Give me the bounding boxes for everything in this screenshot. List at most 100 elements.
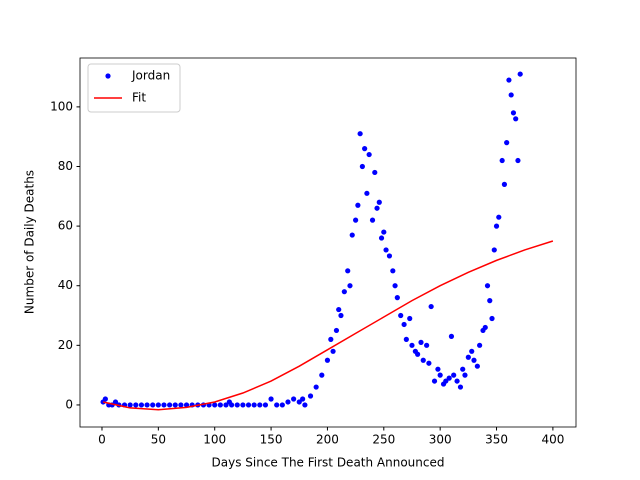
data-point — [328, 336, 334, 342]
data-point — [469, 348, 475, 354]
data-point — [454, 378, 460, 384]
data-point — [435, 366, 441, 372]
data-point — [451, 372, 457, 378]
data-point — [424, 342, 430, 348]
data-point — [376, 199, 382, 205]
data-point — [484, 283, 491, 289]
data-point — [102, 396, 108, 402]
data-point — [112, 399, 119, 405]
data-point — [364, 190, 370, 196]
legend-marker — [105, 73, 111, 79]
legend-label: Jordan — [131, 69, 170, 83]
data-point — [477, 342, 483, 348]
x-tick-label: 100 — [203, 433, 226, 447]
data-point — [313, 384, 319, 390]
data-point — [285, 399, 291, 405]
data-point — [234, 402, 240, 408]
data-point — [268, 396, 274, 402]
x-tick-label: 150 — [260, 433, 283, 447]
data-point — [345, 268, 351, 274]
data-point — [245, 402, 252, 408]
data-point — [415, 351, 421, 357]
data-point — [462, 372, 468, 378]
data-point — [362, 146, 368, 152]
data-point — [353, 217, 359, 223]
data-point — [374, 205, 380, 211]
data-point — [504, 140, 510, 146]
data-point — [172, 402, 178, 408]
data-point — [240, 402, 246, 408]
y-tick-label: 60 — [58, 219, 73, 233]
data-point — [307, 393, 314, 399]
data-point — [296, 399, 302, 405]
data-point — [381, 229, 387, 235]
data-point — [274, 402, 280, 408]
data-point — [167, 402, 173, 408]
data-point — [251, 402, 257, 408]
data-point — [359, 163, 365, 170]
data-point — [437, 372, 443, 378]
data-point — [517, 71, 523, 77]
y-tick-label: 100 — [50, 99, 73, 113]
y-axis-label: Number of Daily Deaths — [23, 170, 37, 314]
y-tick-label: 40 — [58, 278, 73, 292]
data-point — [217, 402, 223, 408]
data-point — [428, 303, 434, 310]
data-point — [369, 217, 376, 223]
data-point — [401, 321, 407, 328]
data-point — [513, 116, 519, 122]
x-tick-label: 250 — [372, 433, 395, 447]
x-tick-label: 50 — [151, 433, 166, 447]
data-point — [431, 378, 438, 384]
data-point — [378, 235, 385, 241]
data-point — [482, 324, 488, 331]
data-point — [493, 223, 500, 229]
data-point — [262, 402, 269, 408]
data-point — [515, 157, 521, 164]
y-tick-label: 80 — [58, 159, 73, 173]
data-point — [508, 92, 514, 98]
data-point — [223, 402, 229, 408]
data-point — [257, 402, 263, 408]
plot-frame — [79, 57, 577, 428]
data-point — [506, 77, 512, 83]
x-axis-label: Days Since The First Death Announced — [212, 456, 445, 470]
data-point — [420, 357, 426, 363]
data-point — [336, 306, 342, 313]
y-tick-label: 0 — [65, 397, 73, 411]
data-point — [487, 298, 493, 304]
data-point — [460, 366, 466, 372]
data-point — [330, 348, 336, 354]
data-point — [183, 402, 190, 408]
data-point — [302, 402, 308, 408]
data-point — [347, 283, 353, 289]
data-point — [457, 384, 464, 390]
x-tick-label: 0 — [98, 433, 106, 447]
fit-line — [102, 240, 554, 411]
data-point — [496, 214, 502, 220]
data-point — [446, 375, 452, 381]
data-point — [357, 131, 363, 137]
data-point — [319, 372, 325, 378]
data-point — [499, 157, 505, 164]
data-point — [229, 402, 235, 408]
data-point — [471, 357, 477, 363]
data-point — [491, 247, 497, 253]
x-tick-label: 300 — [429, 433, 452, 447]
data-point — [161, 402, 167, 408]
data-point — [465, 354, 471, 360]
data-point — [392, 283, 398, 289]
legend-box — [87, 63, 181, 113]
data-point — [333, 327, 340, 334]
data-point — [409, 342, 415, 348]
data-point — [448, 333, 455, 339]
data-point — [386, 253, 393, 259]
data-point — [138, 402, 145, 408]
data-point — [144, 402, 150, 408]
data-point — [366, 151, 372, 158]
data-point — [383, 247, 389, 253]
data-point — [474, 363, 480, 369]
data-point — [291, 396, 297, 402]
data-point — [443, 378, 449, 384]
